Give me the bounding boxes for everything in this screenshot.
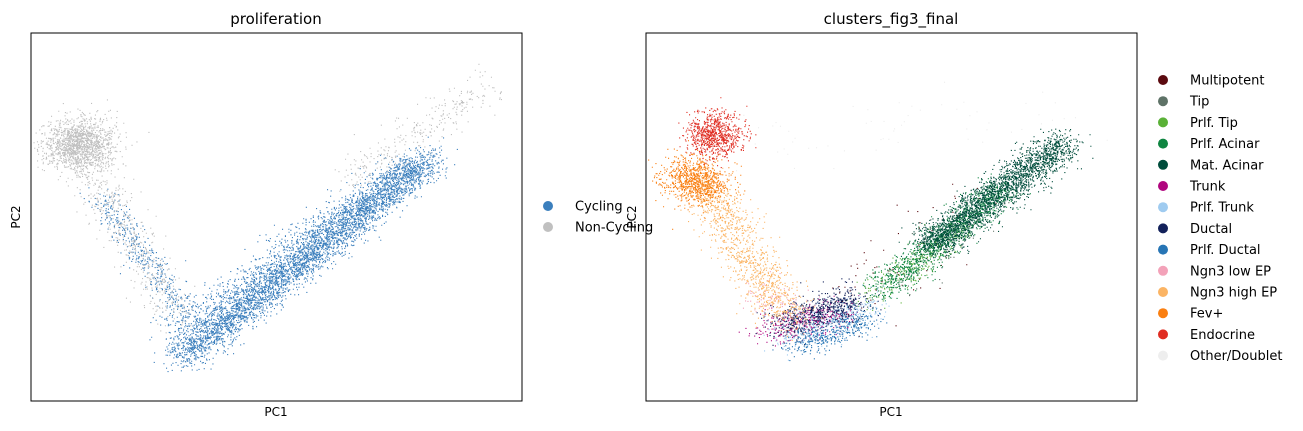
legend: Cycling Non-Cycling <box>543 200 653 236</box>
chart-title: clusters_fig3_final <box>824 10 959 29</box>
y-axis-label: PC2 <box>625 205 639 228</box>
legend-marker <box>1158 181 1168 191</box>
x-axis-label: PC1 <box>879 405 902 419</box>
legend-label: Prlf. Tip <box>1190 116 1238 131</box>
legend-marker <box>1158 244 1168 255</box>
scatter-points-12 <box>678 97 757 169</box>
legend-marker <box>1158 350 1168 361</box>
scatter-points-13 <box>729 81 1108 177</box>
series-other-doublet <box>729 81 1108 177</box>
legend-label: Prlf. Acinar <box>1190 137 1260 152</box>
legend-marker <box>1158 138 1168 149</box>
legend-label: Other/Doublet <box>1190 349 1282 364</box>
legend-label: Prlf. Trunk <box>1190 201 1254 216</box>
scatter-points <box>33 63 502 373</box>
scatter-points-2 <box>846 217 978 311</box>
series-multipotent <box>832 183 997 337</box>
legend-marker <box>1158 287 1168 297</box>
scatter-points-1 <box>33 63 502 334</box>
legend-label: Ductal <box>1190 222 1232 237</box>
legend-label: Mat. Acinar <box>1190 158 1264 173</box>
legend-marker <box>1158 159 1168 170</box>
legend-marker <box>1158 75 1168 85</box>
scatter-points <box>648 81 1108 362</box>
legend-label: Multipotent <box>1190 74 1264 89</box>
legend-label: Non-Cycling <box>575 221 653 236</box>
scatter-points-0 <box>832 183 997 337</box>
scatter-points-10 <box>671 164 823 341</box>
legend-marker <box>543 222 553 232</box>
legend-label: Tip <box>1189 95 1209 110</box>
legend-marker <box>1158 202 1168 213</box>
series-ngn3-high-ep <box>671 164 823 341</box>
series-endocrine <box>678 97 757 169</box>
chart-title: proliferation <box>230 10 321 28</box>
legend-label: Ngn3 high EP <box>1190 286 1277 301</box>
legend-label: Cycling <box>575 200 623 215</box>
scatter-points-7 <box>755 278 882 346</box>
series-cycling <box>79 136 458 373</box>
legend-marker <box>543 201 553 211</box>
plot-frame <box>30 32 523 402</box>
legend-marker <box>1158 223 1168 234</box>
series-mat-acinar <box>898 128 1094 269</box>
legend-label: Endocrine <box>1190 328 1255 343</box>
legend-label: Trunk <box>1189 180 1226 195</box>
panel-clusters: clusters_fig3_final PC1 PC2 Multipotent T… <box>625 10 1282 419</box>
legend-label: Ngn3 low EP <box>1190 264 1271 279</box>
panel-proliferation: proliferation PC1 PC2 Cycling Non-Cycling <box>9 10 653 419</box>
plot-frame <box>645 32 1138 402</box>
y-axis-label: PC2 <box>9 205 23 228</box>
legend-label: Fev+ <box>1190 307 1223 322</box>
legend-marker <box>1158 265 1168 276</box>
series-prlf-tip <box>846 217 978 311</box>
scatter-points-4 <box>898 128 1094 269</box>
scatter-points-11 <box>648 140 746 230</box>
series-fev- <box>648 140 746 230</box>
x-axis-label: PC1 <box>264 405 287 419</box>
legend-marker <box>1158 96 1168 107</box>
series-ductal <box>755 278 882 346</box>
scatter-points-0 <box>79 136 458 373</box>
legend-marker <box>1158 308 1168 319</box>
legend-marker <box>1158 117 1168 128</box>
legend: Multipotent Tip Prlf. Tip Prlf. Acinar Mat. … <box>1158 74 1282 364</box>
series-non-cycling <box>33 63 502 334</box>
legend-label: Prlf. Ductal <box>1190 243 1261 258</box>
legend-marker <box>1158 329 1168 340</box>
